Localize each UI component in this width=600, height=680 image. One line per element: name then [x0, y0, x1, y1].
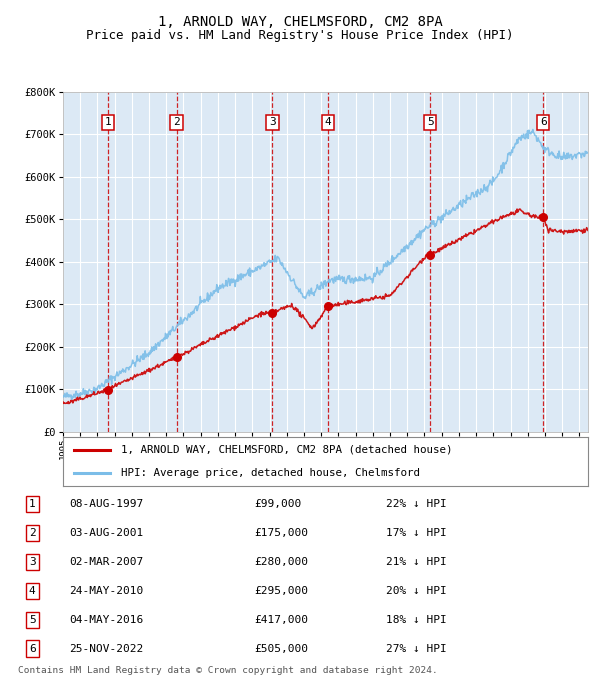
Text: Price paid vs. HM Land Registry's House Price Index (HPI): Price paid vs. HM Land Registry's House … [86, 29, 514, 41]
Text: 24-MAY-2010: 24-MAY-2010 [70, 585, 144, 596]
Text: 1: 1 [29, 499, 35, 509]
Text: £505,000: £505,000 [254, 643, 308, 653]
Text: 5: 5 [29, 615, 35, 625]
Text: 03-AUG-2001: 03-AUG-2001 [70, 528, 144, 538]
Text: 21% ↓ HPI: 21% ↓ HPI [386, 557, 447, 567]
Text: £417,000: £417,000 [254, 615, 308, 625]
Text: 3: 3 [269, 118, 276, 127]
Text: £280,000: £280,000 [254, 557, 308, 567]
Text: 18% ↓ HPI: 18% ↓ HPI [386, 615, 447, 625]
Text: 6: 6 [29, 643, 35, 653]
Text: 2: 2 [29, 528, 35, 538]
Text: 08-AUG-1997: 08-AUG-1997 [70, 499, 144, 509]
Text: 27% ↓ HPI: 27% ↓ HPI [386, 643, 447, 653]
Text: 6: 6 [540, 118, 547, 127]
Text: 04-MAY-2016: 04-MAY-2016 [70, 615, 144, 625]
Text: 2: 2 [173, 118, 180, 127]
Text: 17% ↓ HPI: 17% ↓ HPI [386, 528, 447, 538]
Text: Contains HM Land Registry data © Crown copyright and database right 2024.: Contains HM Land Registry data © Crown c… [18, 666, 438, 675]
Text: 25-NOV-2022: 25-NOV-2022 [70, 643, 144, 653]
Text: 4: 4 [29, 585, 35, 596]
Text: 5: 5 [427, 118, 434, 127]
Text: 4: 4 [325, 118, 331, 127]
Text: 1: 1 [104, 118, 111, 127]
Text: £99,000: £99,000 [254, 499, 301, 509]
Text: 20% ↓ HPI: 20% ↓ HPI [386, 585, 447, 596]
Text: HPI: Average price, detached house, Chelmsford: HPI: Average price, detached house, Chel… [121, 469, 420, 479]
Text: 02-MAR-2007: 02-MAR-2007 [70, 557, 144, 567]
Text: 1, ARNOLD WAY, CHELMSFORD, CM2 8PA (detached house): 1, ARNOLD WAY, CHELMSFORD, CM2 8PA (deta… [121, 445, 452, 455]
Text: 1, ARNOLD WAY, CHELMSFORD, CM2 8PA: 1, ARNOLD WAY, CHELMSFORD, CM2 8PA [158, 15, 442, 29]
Text: £175,000: £175,000 [254, 528, 308, 538]
Text: 3: 3 [29, 557, 35, 567]
Text: 22% ↓ HPI: 22% ↓ HPI [386, 499, 447, 509]
Text: £295,000: £295,000 [254, 585, 308, 596]
